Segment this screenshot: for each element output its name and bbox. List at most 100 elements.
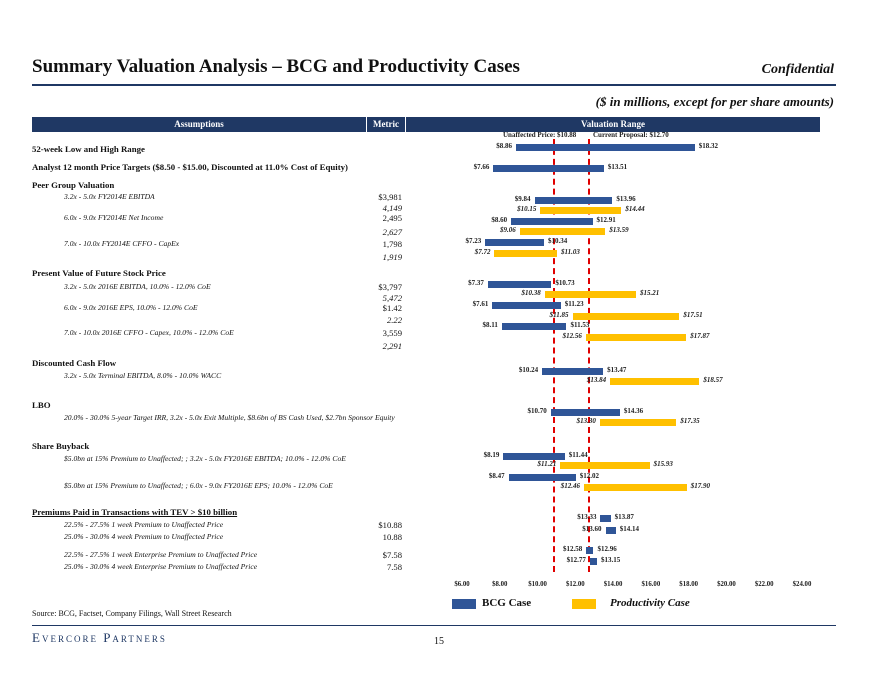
- range-bar: [544, 290, 636, 298]
- range-low-label: $10.38: [521, 289, 541, 297]
- section-share-buyback: Share Buyback: [32, 441, 90, 451]
- range-bar: [584, 483, 687, 491]
- x-tick-label: $22.00: [754, 581, 774, 588]
- metric-value: $3,797: [378, 282, 402, 292]
- range-low-label: $13.33: [577, 513, 597, 521]
- range-high-label: $10.73: [555, 279, 575, 287]
- row-lbo: 20.0% - 30.0% 5-year Target IRR, 3.2x - …: [64, 413, 395, 422]
- range-high-label: $11.23: [564, 300, 584, 308]
- row-buyback-eps: $5.0bn at 15% Premium to Unaffected; ; 6…: [64, 481, 333, 490]
- range-bar: [540, 206, 622, 214]
- range-bar: [534, 196, 613, 204]
- range-low-label: $11.85: [549, 311, 569, 319]
- range-low-label: $7.61: [472, 300, 489, 308]
- range-bar: [572, 312, 680, 320]
- x-tick-label: $8.00: [492, 581, 508, 588]
- range-high-label: $13.87: [614, 513, 634, 521]
- legend-bcg-label: BCG Case: [482, 597, 532, 609]
- reference-label-unaffected: Unaffected Price: $10.88: [503, 131, 577, 139]
- header-assumptions: Assumptions: [32, 117, 366, 132]
- metric-value: 2,495: [382, 213, 402, 223]
- reference-label-proposal: Current Proposal: $12.70: [593, 131, 669, 139]
- range-high-label: $13.96: [616, 195, 636, 203]
- range-bar: [501, 322, 567, 330]
- row-ent-premium-1wk: 22.5% - 27.5% 1 week Enterprise Premium …: [64, 550, 258, 559]
- row-peer-cffo: 7.0x - 10.0x FY2014E CFFO - CapEx: [64, 239, 180, 248]
- x-tick-label: $18.00: [679, 581, 699, 588]
- range-low-label: $7.66: [473, 163, 490, 171]
- range-low-label: $10.24: [518, 366, 539, 374]
- x-tick-label: $6.00: [454, 581, 470, 588]
- page-number: 15: [434, 636, 444, 647]
- metric-value: 2,627: [382, 227, 402, 237]
- range-high-label: $17.90: [690, 482, 711, 490]
- range-low-label: $10.15: [517, 205, 537, 213]
- range-high-label: $15.21: [639, 289, 660, 297]
- range-high-label: $18.57: [703, 376, 723, 384]
- range-high-label: $11.53: [570, 321, 590, 329]
- legend-bcg-swatch: [452, 599, 476, 609]
- row-premium-1wk: 22.5% - 27.5% 1 week Premium to Unaffect…: [64, 520, 224, 529]
- metric-value: 1,919: [382, 252, 402, 262]
- range-bar: [586, 546, 594, 554]
- range-high-label: $11.03: [561, 248, 580, 256]
- metric-value: 10.88: [382, 532, 402, 542]
- title-divider: [32, 84, 836, 86]
- range-bar: [560, 461, 650, 469]
- range-low-label: $7.37: [468, 279, 484, 287]
- range-bar: [585, 333, 687, 341]
- range-high-label: $12.91: [596, 216, 616, 224]
- range-high-label: $11.44: [568, 451, 588, 459]
- range-high-label: $13.59: [609, 226, 629, 234]
- range-high-label: $18.32: [698, 142, 718, 150]
- range-low-label: $9.84: [514, 195, 531, 203]
- range-high-label: $14.44: [625, 205, 645, 213]
- range-low-label: $11.21: [537, 460, 557, 468]
- range-bar: [494, 249, 557, 257]
- metric-value: 7.58: [386, 562, 402, 572]
- metric-value: 4,149: [382, 203, 402, 213]
- range-bar: [589, 557, 598, 565]
- range-bar: [542, 367, 604, 375]
- range-low-label: $13.60: [582, 525, 602, 533]
- metric-value: $10.88: [378, 520, 402, 530]
- section-premiums: Premiums Paid in Transactions with TEV >…: [32, 507, 238, 517]
- company-logo: Evercore Partners: [32, 630, 167, 645]
- section-52-week-range: 52-week Low and High Range: [32, 144, 145, 154]
- metric-value: 1,798: [382, 239, 402, 249]
- metric-value: $3,981: [378, 192, 402, 202]
- header-valuation-range: Valuation Range: [406, 117, 820, 132]
- row-pv-eps: 6.0x - 9.0x 2016E EPS, 10.0% - 12.0% CoE: [64, 303, 198, 312]
- reference-line-unaffected: [553, 139, 556, 572]
- range-low-label: $13.30: [576, 417, 596, 425]
- metric-value: 3,559: [382, 328, 402, 338]
- section-dcf: Discounted Cash Flow: [32, 358, 117, 368]
- range-low-label: $8.60: [491, 216, 508, 224]
- range-low-label: $9.06: [500, 226, 516, 234]
- confidential-label: Confidential: [761, 62, 834, 77]
- range-bar: [550, 408, 620, 416]
- range-bar: [600, 514, 611, 522]
- metric-value: 5,472: [382, 293, 402, 303]
- range-bar: [493, 164, 604, 172]
- range-bar: [508, 473, 576, 481]
- section-present-value: Present Value of Future Stock Price: [32, 268, 166, 278]
- metric-value: 2.22: [386, 315, 402, 325]
- header-metric: Metric: [367, 117, 405, 132]
- range-bar: [487, 280, 552, 288]
- page-title: Summary Valuation Analysis – BCG and Pro…: [32, 56, 520, 77]
- range-high-label: $17.51: [683, 311, 703, 319]
- range-bar: [519, 227, 606, 235]
- row-dcf: 3.2x - 5.0x Terminal EBITDA, 8.0% - 10.0…: [64, 371, 222, 380]
- range-bar: [599, 418, 677, 426]
- row-peer-ebitda: 3.2x - 5.0x FY2014E EBITDA: [64, 192, 155, 201]
- x-tick-label: $16.00: [641, 581, 661, 588]
- row-pv-ebitda: 3.2x - 5.0x 2016E EBITDA, 10.0% - 12.0% …: [64, 282, 211, 291]
- x-tick-label: $12.00: [565, 581, 585, 588]
- section-analyst-targets: Analyst 12 month Price Targets ($8.50 - …: [32, 162, 348, 172]
- range-bar: [610, 377, 700, 385]
- metric-value: $7.58: [382, 550, 402, 560]
- range-high-label: $12.96: [597, 545, 617, 553]
- metric-value: $1.42: [382, 303, 402, 313]
- range-low-label: $13.84: [586, 376, 607, 384]
